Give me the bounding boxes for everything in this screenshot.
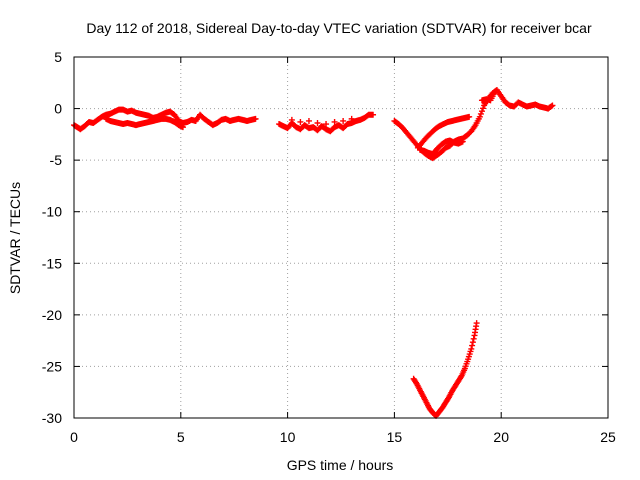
x-tick-label: 5 (177, 429, 185, 445)
data-point (478, 108, 485, 115)
data-point (314, 120, 321, 127)
data-point (480, 105, 487, 112)
y-tick-label: -5 (50, 152, 63, 168)
data-point (370, 111, 377, 118)
grid (74, 57, 608, 418)
data-point (331, 118, 338, 125)
x-tick-label: 0 (70, 429, 78, 445)
data-point (348, 115, 355, 122)
y-tick-labels: 5 0 -5 -10 -15 -20 -25 -30 (42, 49, 62, 426)
data-point (549, 102, 556, 109)
x-axis-label: GPS time / hours (287, 457, 394, 473)
chart-title: Day 112 of 2018, Sidereal Day-to-day VTE… (86, 20, 592, 36)
data-series (414, 89, 498, 151)
y-tick-label: -15 (42, 255, 62, 271)
y-tick-label: -25 (42, 358, 62, 374)
x-tick-labels: 0 5 10 15 20 25 (70, 429, 616, 445)
data-point (477, 110, 484, 117)
data-series (103, 115, 186, 131)
data-series (410, 320, 480, 419)
x-tick-label: 25 (600, 429, 616, 445)
data-point (179, 124, 186, 131)
data-point (469, 339, 476, 346)
data-point (468, 345, 475, 352)
data-point (548, 103, 555, 110)
data-point (491, 89, 498, 96)
data-layer (71, 87, 556, 419)
data-point (297, 118, 304, 125)
data-point (470, 335, 477, 342)
data-point (288, 116, 295, 123)
data-point (466, 113, 473, 120)
y-tick-label: 5 (54, 49, 62, 65)
data-point (340, 117, 347, 124)
y-tick-label: -20 (42, 307, 62, 323)
data-point (323, 121, 330, 128)
data-point (476, 113, 483, 120)
y-axis-label: SDTVAR / TECUs (7, 182, 23, 294)
data-point (252, 115, 259, 122)
data-point (459, 138, 466, 145)
data-point (473, 320, 480, 327)
data-point (469, 342, 476, 349)
data-point (305, 117, 312, 124)
data-series (417, 137, 466, 157)
data-point (457, 374, 464, 381)
axis-ticks (73, 56, 609, 419)
y-tick-label: -30 (42, 410, 62, 426)
plot-frame (73, 56, 609, 419)
y-tick-label: 0 (54, 101, 62, 117)
x-tick-label: 15 (387, 429, 403, 445)
x-tick-label: 20 (493, 429, 509, 445)
x-tick-label: 10 (280, 429, 296, 445)
data-series (276, 111, 377, 135)
data-series (391, 87, 556, 162)
y-tick-label: -10 (42, 204, 62, 220)
